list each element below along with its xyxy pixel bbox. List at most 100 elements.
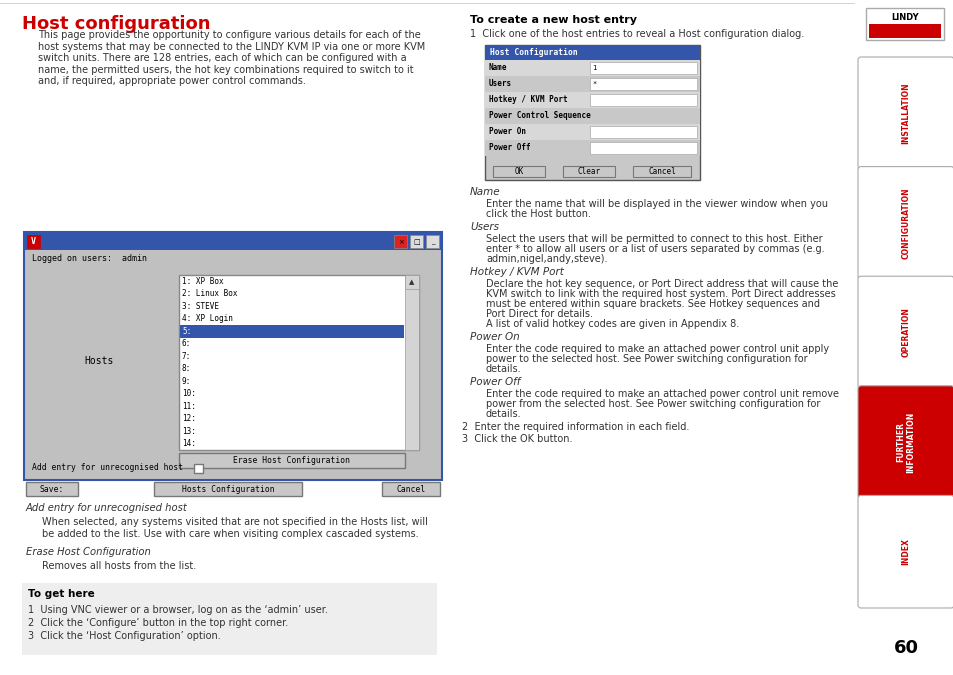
Bar (27, 235, 40, 248)
Text: LINDY: LINDY (890, 13, 918, 22)
Text: admin,nigel,andy,steve).: admin,nigel,andy,steve). (485, 254, 607, 264)
Text: □: □ (413, 239, 419, 245)
Text: Host configuration: Host configuration (22, 15, 211, 33)
Text: CONFIGURATION: CONFIGURATION (901, 187, 909, 259)
Bar (405, 275, 418, 289)
Text: Add entry for unrecognised host: Add entry for unrecognised host (32, 464, 183, 472)
Bar (484, 76, 700, 92)
Bar (865, 8, 943, 40)
FancyBboxPatch shape (857, 57, 953, 169)
Text: To create a new host entry: To create a new host entry (470, 15, 637, 25)
Text: 10:: 10: (182, 389, 195, 398)
Text: Add entry for unrecognised host: Add entry for unrecognised host (26, 503, 188, 513)
FancyBboxPatch shape (857, 386, 953, 498)
Bar (589, 94, 697, 106)
Text: 1: XP Box: 1: XP Box (182, 277, 223, 286)
Bar (22, 583, 436, 655)
Bar (193, 464, 203, 473)
Text: 11:: 11: (182, 402, 195, 411)
Text: ▲: ▲ (409, 279, 415, 285)
Text: 5:: 5: (182, 327, 191, 335)
Text: Host Configuration: Host Configuration (490, 48, 578, 57)
Bar (589, 62, 697, 74)
Bar (493, 166, 544, 177)
Text: click the Host button.: click the Host button. (485, 209, 590, 219)
Text: 2  Click the ‘Configure’ button in the top right corner.: 2 Click the ‘Configure’ button in the to… (28, 618, 288, 628)
Text: Name: Name (489, 63, 507, 72)
Text: 2  Enter the required information in each field.: 2 Enter the required information in each… (461, 422, 689, 432)
Text: Power Control Sequence: Power Control Sequence (489, 111, 590, 121)
Text: 2: Linux Box: 2: Linux Box (182, 290, 237, 298)
Text: OPERATION: OPERATION (901, 308, 909, 358)
Bar (633, 166, 690, 177)
Text: Enter the code required to make an attached power control unit apply: Enter the code required to make an attac… (485, 344, 828, 354)
Text: Cancel: Cancel (647, 167, 675, 176)
Text: 12:: 12: (182, 414, 195, 423)
Text: INSTALLATION: INSTALLATION (901, 82, 909, 144)
Text: Power Off: Power Off (489, 144, 530, 153)
Bar (484, 92, 700, 108)
Text: Save:: Save: (40, 485, 64, 493)
Text: Port Direct for details.: Port Direct for details. (485, 309, 593, 319)
Text: Select the users that will be permitted to connect to this host. Either: Select the users that will be permitted … (485, 234, 821, 244)
FancyBboxPatch shape (857, 276, 953, 389)
Text: 60: 60 (893, 639, 918, 657)
Text: 9:: 9: (182, 377, 191, 385)
Text: Logged on users:  admin: Logged on users: admin (32, 254, 147, 263)
Text: _: _ (431, 239, 434, 245)
Text: Clear: Clear (577, 167, 600, 176)
Bar (381, 482, 439, 496)
Bar (562, 166, 615, 177)
Text: 3: STEVE: 3: STEVE (182, 302, 219, 311)
Text: Hosts Configuration: Hosts Configuration (181, 485, 274, 493)
Bar (484, 60, 700, 76)
Text: Hotkey / KVM Port: Hotkey / KVM Port (470, 267, 563, 277)
Text: Power Off: Power Off (470, 377, 519, 387)
FancyBboxPatch shape (857, 495, 953, 608)
Bar (484, 108, 700, 124)
Text: 3  Click the OK button.: 3 Click the OK button. (461, 434, 572, 444)
Text: Enter the code required to make an attached power control unit remove: Enter the code required to make an attac… (485, 389, 838, 399)
Bar (589, 78, 697, 90)
Text: V: V (30, 238, 35, 246)
Text: Hosts: Hosts (84, 356, 113, 366)
Text: FURTHER
INFORMATION: FURTHER INFORMATION (896, 412, 915, 472)
Text: power from the selected host. See Power switching configuration for: power from the selected host. See Power … (485, 399, 820, 409)
Text: Cancel: Cancel (395, 485, 425, 493)
Text: 3  Click the ‘Host Configuration’ option.: 3 Click the ‘Host Configuration’ option. (28, 631, 220, 641)
Bar (405, 275, 418, 450)
Text: Power On: Power On (470, 332, 519, 342)
Text: A list of valid hotkey codes are given in Appendix 8.: A list of valid hotkey codes are given i… (485, 319, 739, 329)
Bar (24, 232, 441, 480)
Text: Declare the hot key sequence, or Port Direct address that will cause the: Declare the hot key sequence, or Port Di… (485, 279, 838, 289)
Bar (26, 482, 78, 496)
Bar (426, 235, 438, 248)
FancyBboxPatch shape (857, 167, 953, 279)
Text: This page provides the opportunity to configure various details for each of the
: This page provides the opportunity to co… (38, 30, 425, 86)
Bar (589, 142, 697, 154)
Bar (179, 453, 405, 468)
Bar (180, 325, 403, 338)
Bar (394, 235, 407, 248)
Text: Power On: Power On (489, 128, 525, 136)
Text: ×: × (397, 239, 403, 245)
Bar (410, 235, 422, 248)
Text: enter * to allow all users or a list of users separated by commas (e.g.: enter * to allow all users or a list of … (485, 244, 823, 254)
Text: Users: Users (470, 222, 498, 232)
Text: 7:: 7: (182, 352, 191, 360)
Bar (484, 45, 700, 180)
Bar (868, 24, 940, 38)
Bar (484, 140, 700, 156)
Text: must be entered within square brackets. See Hotkey sequences and: must be entered within square brackets. … (485, 299, 820, 309)
Text: To get here: To get here (28, 589, 94, 599)
Bar (179, 275, 418, 450)
Text: OK: OK (514, 167, 523, 176)
Text: Removes all hosts from the list.: Removes all hosts from the list. (42, 561, 196, 571)
Text: 14:: 14: (182, 439, 195, 448)
Text: Name: Name (470, 187, 500, 197)
Text: 1: 1 (592, 65, 596, 71)
Text: Users: Users (489, 80, 512, 88)
Text: 1  Using VNC viewer or a browser, log on as the ‘admin’ user.: 1 Using VNC viewer or a browser, log on … (28, 605, 328, 615)
Bar (153, 482, 302, 496)
Text: 6:: 6: (182, 340, 191, 348)
